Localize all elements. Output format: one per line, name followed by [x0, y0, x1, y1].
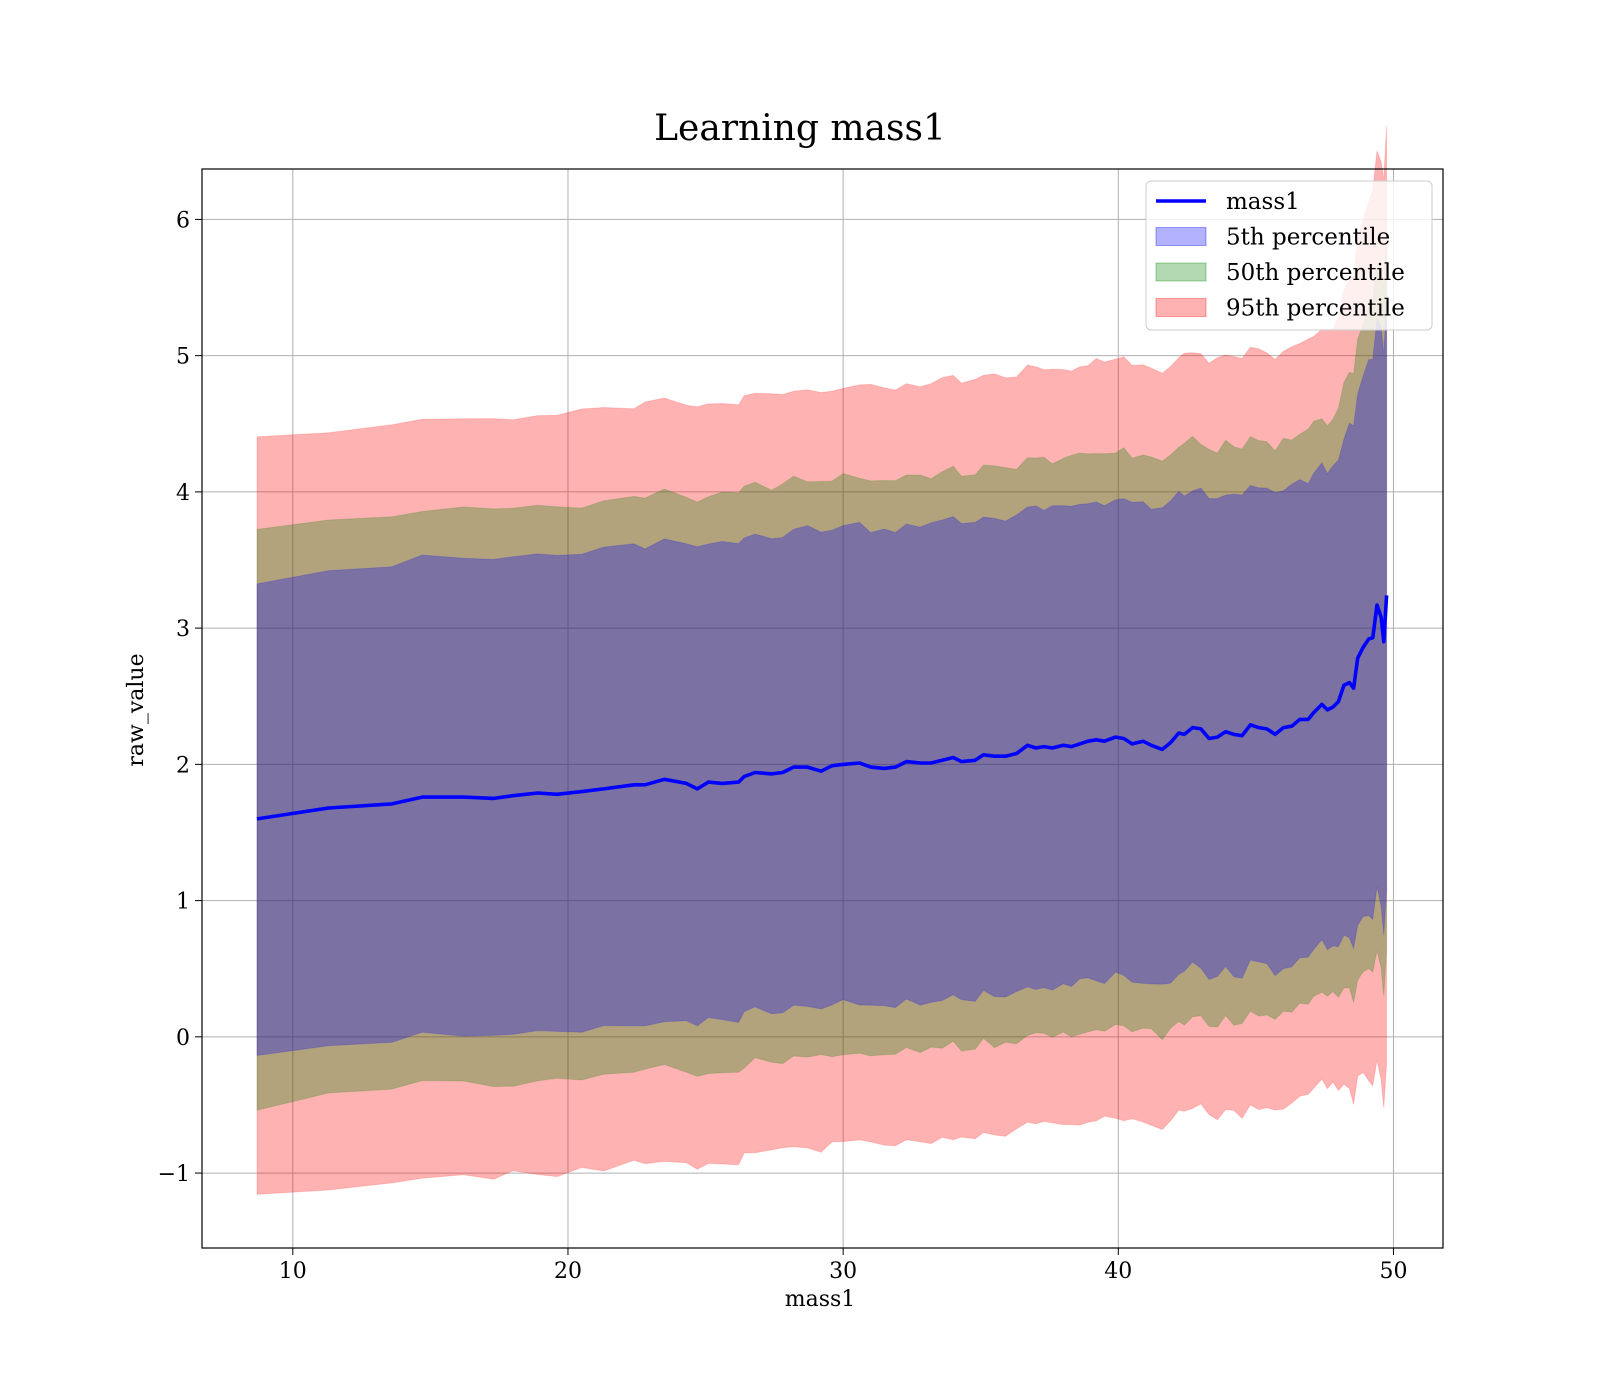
y-axis-title: raw_value: [124, 653, 149, 766]
y-tick-label: 0: [176, 1026, 190, 1051]
legend-label: 95th percentile: [1226, 296, 1405, 322]
legend-swatch-patch: [1155, 298, 1207, 317]
legend-label: 50th percentile: [1226, 260, 1405, 286]
x-tick-label: 30: [829, 1259, 857, 1284]
legend-swatch-patch: [1155, 262, 1207, 282]
y-axis: −1 0 1 2 3 4 5 6: [158, 208, 202, 1187]
band-5th-percentile: [256, 299, 1388, 1057]
y-tick-label: 1: [176, 890, 190, 915]
x-tick-label: 40: [1104, 1259, 1132, 1284]
axes-frame: [201, 168, 1444, 1249]
x-tick-label: 10: [279, 1259, 307, 1284]
y-tick-label: 6: [176, 208, 190, 233]
legend: mass1 5th percentile 50th percentile 95th p…: [1145, 180, 1433, 331]
y-tick-label: 3: [176, 617, 190, 642]
x-axis: 10 20 30 40 50: [279, 1248, 1407, 1284]
legend-label: 5th percentile: [1226, 225, 1390, 251]
series-line-mass1: [256, 595, 1389, 821]
legend-label: mass1: [1226, 189, 1300, 215]
x-tick-label: 50: [1379, 1259, 1407, 1284]
y-tick-label: 2: [176, 753, 190, 778]
band-95th-percentile: [256, 126, 1388, 1195]
plot-area: [201, 126, 1444, 1249]
y-tick-label: −1: [158, 1162, 190, 1187]
chart-title: Learning mass1: [654, 108, 946, 149]
legend-swatch-patch: [1155, 227, 1207, 246]
legend-box: [1145, 180, 1433, 331]
x-tick-label: 20: [554, 1259, 582, 1284]
x-axis-title: mass1: [785, 1287, 856, 1312]
band-50th-percentile: [256, 239, 1388, 1111]
y-tick-label: 5: [176, 345, 190, 370]
y-tick-label: 4: [176, 481, 190, 506]
